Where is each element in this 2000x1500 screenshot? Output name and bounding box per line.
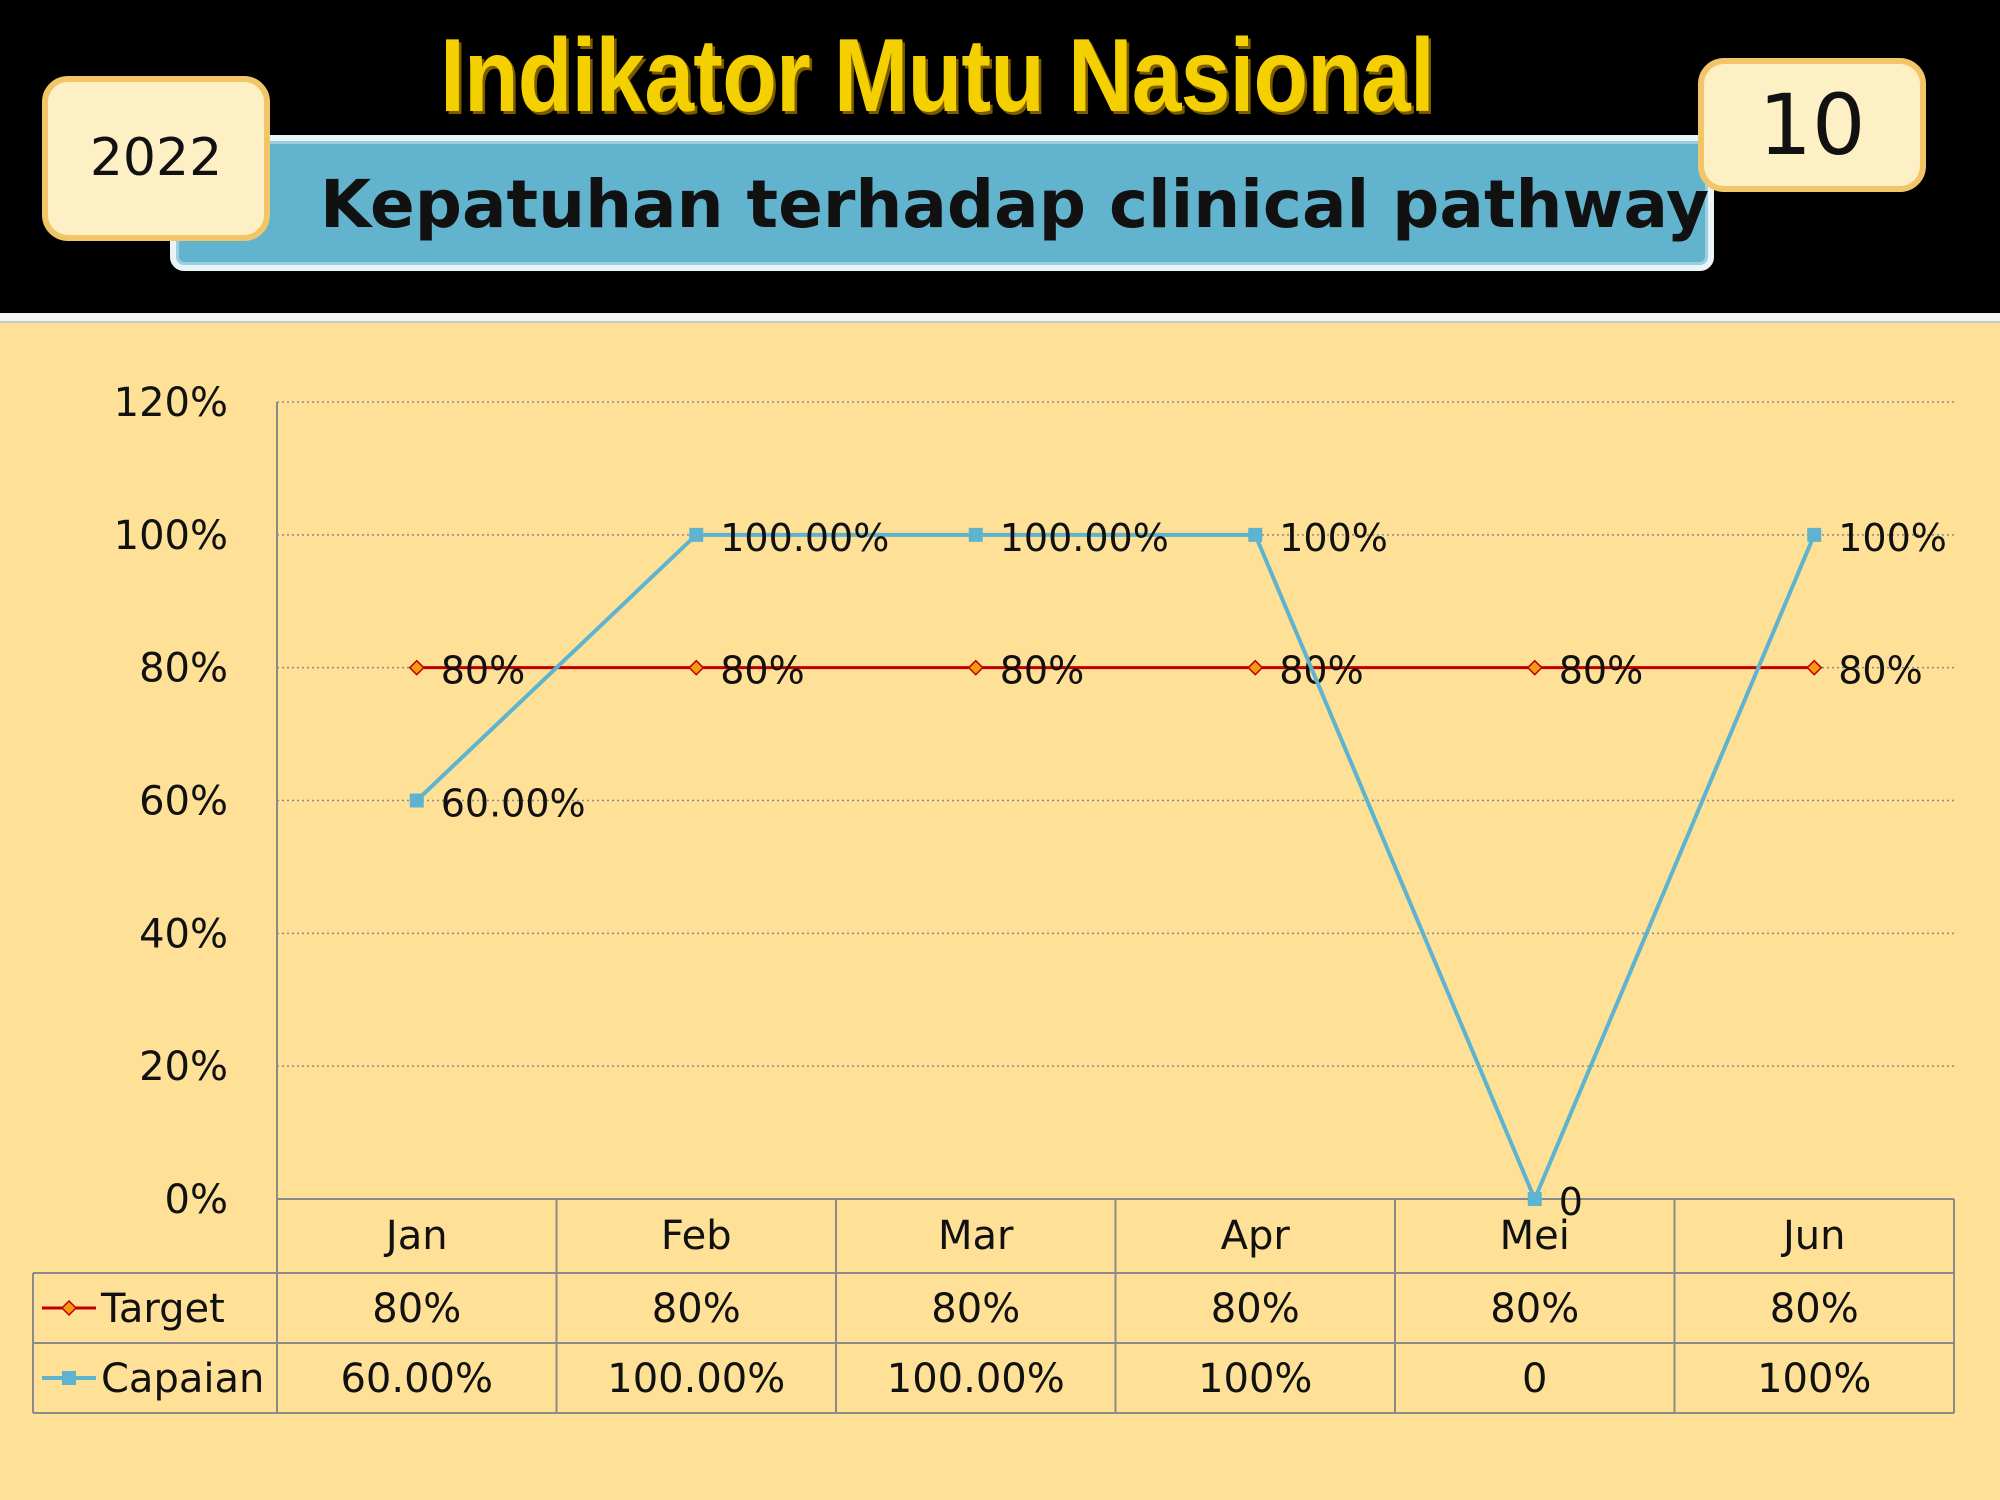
y-tick-label: 40%: [139, 911, 228, 957]
data-label-target: 80%: [1838, 649, 1922, 693]
legend-label-target: Target: [100, 1286, 225, 1332]
header-divider: [0, 313, 2000, 323]
table-cell: 100.00%: [607, 1356, 785, 1402]
data-point-target: [1806, 659, 1823, 676]
y-tick-label: 20%: [139, 1044, 228, 1090]
page-subtitle: Kepatuhan terhadap clinical pathway: [320, 166, 1709, 243]
year-badge: 2022: [42, 76, 270, 241]
data-label-capaian: 100%: [1838, 516, 1947, 560]
data-label-target: 80%: [441, 649, 525, 693]
table-cell: 100.00%: [887, 1356, 1065, 1402]
legend-key-marker: [62, 1371, 76, 1385]
table-cell: 100%: [1757, 1356, 1871, 1402]
data-label-capaian: 100.00%: [1000, 516, 1169, 560]
data-label-capaian: 60.00%: [441, 782, 586, 826]
data-point-capaian: [1807, 527, 1822, 542]
data-label-capaian: 100%: [1279, 516, 1388, 560]
table-cell: 0: [1522, 1356, 1547, 1402]
data-point-target: [967, 659, 984, 676]
y-tick-label: 100%: [114, 513, 228, 559]
data-point-target: [1247, 659, 1264, 676]
table-cell: 80%: [1770, 1286, 1859, 1332]
data-point-target: [408, 659, 425, 676]
data-point-target: [688, 659, 705, 676]
x-tick-label: Feb: [661, 1213, 732, 1259]
x-tick-label: Mei: [1500, 1213, 1570, 1259]
y-tick-label: 80%: [139, 646, 228, 692]
table-cell: 80%: [1211, 1286, 1300, 1332]
table-cell: 60.00%: [340, 1356, 493, 1402]
data-label-target: 80%: [720, 649, 804, 693]
table-cell: 100%: [1198, 1356, 1312, 1402]
y-tick-label: 60%: [139, 779, 228, 825]
legend-key-marker: [60, 1299, 78, 1317]
x-tick-label: Mar: [938, 1213, 1014, 1259]
data-point-capaian: [1527, 1192, 1542, 1206]
series-line-capaian: [415, 532, 1817, 1205]
data-label-capaian: 0: [1559, 1180, 1583, 1224]
data-label-target: 80%: [1559, 649, 1643, 693]
indicator-number-badge: 10: [1698, 58, 1926, 192]
table-cell: 80%: [1490, 1286, 1579, 1332]
data-point-capaian: [689, 527, 704, 542]
x-tick-label: Apr: [1221, 1213, 1291, 1259]
x-tick-label: Jan: [383, 1213, 448, 1259]
data-label-target: 80%: [1279, 649, 1363, 693]
data-point-capaian: [409, 793, 424, 808]
data-point-capaian: [1248, 527, 1263, 542]
table-cell: 80%: [652, 1286, 741, 1332]
data-point-target: [1526, 659, 1543, 676]
table-cell: 80%: [372, 1286, 461, 1332]
data-label-capaian: 100.00%: [720, 516, 889, 560]
legend-label-capaian: Capaian: [101, 1356, 264, 1402]
data-point-capaian: [968, 527, 983, 542]
subtitle-banner: [170, 135, 1714, 271]
y-tick-label: 120%: [114, 380, 228, 426]
table-cell: 80%: [931, 1286, 1020, 1332]
x-tick-label: Jun: [1780, 1213, 1846, 1259]
y-tick-label: 0%: [165, 1177, 228, 1223]
data-label-target: 80%: [1000, 649, 1084, 693]
page-title: Indikator Mutu Nasional: [440, 18, 1435, 134]
